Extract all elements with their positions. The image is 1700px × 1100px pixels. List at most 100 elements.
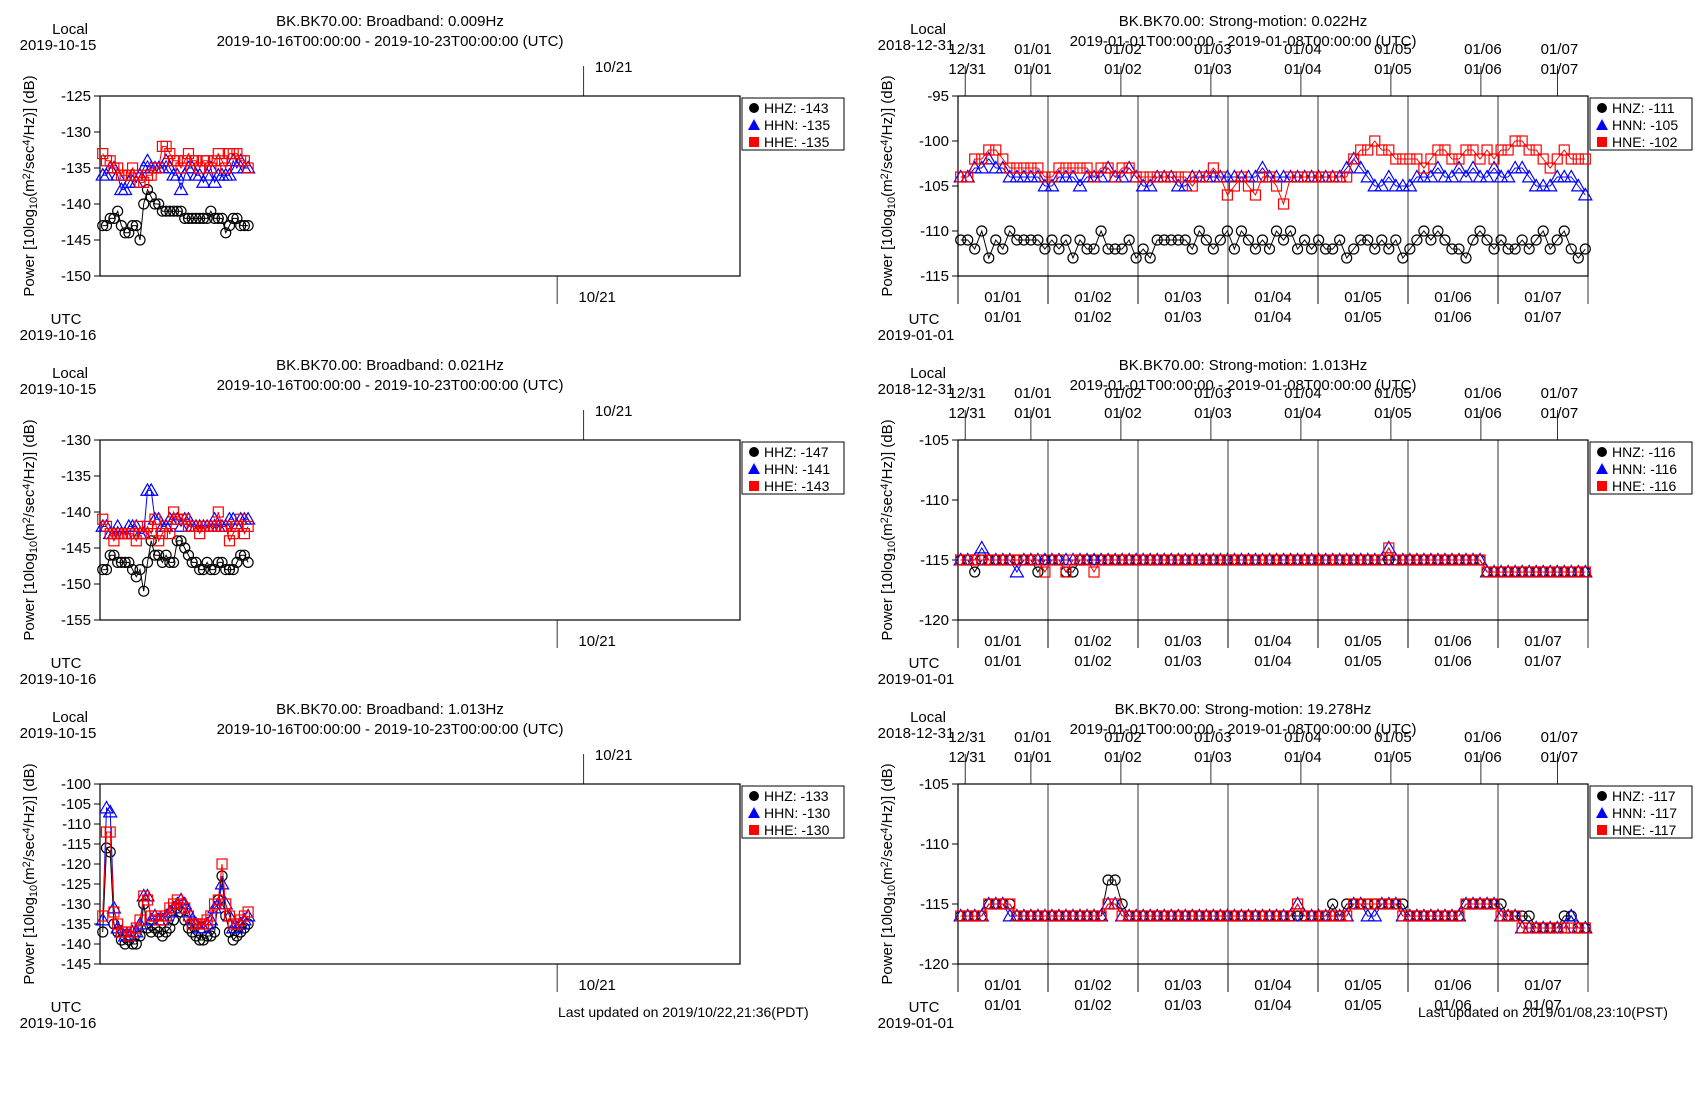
data-point-HNE [1439, 144, 1451, 156]
legend-marker-HNE [1597, 137, 1607, 147]
data-point-HNE [1544, 566, 1556, 578]
data-point-HHN [117, 181, 133, 196]
data-point-HNZ [1572, 252, 1584, 264]
y-tick-label: -140 [61, 504, 91, 521]
local-tick-label: 01/02 [1104, 41, 1142, 58]
data-point-HNZ [1355, 234, 1367, 246]
data-point-HHE [97, 513, 109, 525]
local-label: Local [52, 709, 88, 726]
data-point-HNE [1018, 162, 1030, 174]
data-point-HHN [136, 160, 152, 174]
data-point-HNE [1544, 922, 1556, 934]
data-point-HNE [1481, 566, 1493, 578]
data-point-HNN [1514, 160, 1530, 174]
data-point-HNZ [1151, 234, 1163, 246]
local-tick-label: 10/21 [595, 403, 633, 420]
data-point-HNZ [1502, 243, 1514, 255]
data-point-HNE [1137, 910, 1149, 922]
data-point-HNE [1509, 135, 1521, 147]
legend-marker-HHN [748, 119, 760, 130]
legend-entry-HHZ: HHZ: -147 [764, 444, 829, 460]
data-point-HNN [1535, 178, 1551, 192]
data-point-HNE [1158, 171, 1170, 183]
data-point-HNZ [1411, 234, 1423, 246]
y-tick-label: -105 [919, 178, 949, 195]
y-tick-label: -105 [919, 776, 949, 793]
data-point-HHE [220, 162, 232, 174]
data-point-HNE [1376, 144, 1388, 156]
data-point-HHZ [197, 212, 209, 224]
data-point-HHE [141, 894, 154, 906]
series-line-HNE [960, 547, 1586, 573]
data-point-HNE [1228, 180, 1241, 192]
data-point-HNE [1418, 162, 1430, 174]
data-point-HHE [182, 910, 195, 922]
data-point-HNE [1011, 910, 1023, 922]
legend-marker-HNE [1597, 825, 1607, 835]
data-point-HNE [1011, 554, 1023, 566]
data-point-HNN [1542, 178, 1558, 192]
data-point-HNE [955, 171, 967, 183]
data-point-HHZ [205, 205, 217, 217]
data-point-HHN [102, 804, 118, 818]
plot-frame [99, 439, 741, 621]
data-point-HNE [1537, 566, 1549, 578]
data-point-HHE [242, 906, 254, 918]
data-point-HNZ [1109, 243, 1121, 255]
data-point-HNE [1137, 171, 1149, 183]
local-tick-label: 01/02 [1104, 385, 1142, 402]
data-point-HNN [1009, 564, 1025, 578]
data-point-HNZ [1067, 252, 1079, 264]
data-point-HHZ [126, 938, 139, 950]
data-point-HHE [126, 926, 139, 938]
data-point-HNZ [1102, 874, 1114, 886]
local-tick-label: 01/04 [1284, 385, 1322, 402]
plot-frame [99, 783, 741, 965]
series-HHE [97, 506, 254, 547]
data-point-HNN [1072, 178, 1088, 192]
data-point-HNE [1341, 554, 1353, 566]
data-point-HHZ [134, 234, 146, 246]
local-tick-label: 01/07 [1541, 729, 1579, 746]
data-point-HNE [1256, 171, 1269, 183]
data-point-HNN [1395, 178, 1411, 192]
data-point-HNE [1537, 922, 1549, 934]
data-point-HNE [1032, 910, 1044, 922]
data-point-HHE [242, 520, 254, 533]
utc-tick-label-2: 01/01 [984, 653, 1022, 670]
data-point-HHZ [145, 191, 157, 203]
data-point-HNE [1334, 554, 1346, 566]
legend-entry-HHN: HHN: -135 [764, 117, 830, 133]
data-point-HNN [1402, 178, 1418, 192]
data-point-HHE [220, 898, 232, 910]
data-point-HNN [1065, 169, 1081, 183]
data-point-HHE [238, 155, 250, 167]
utc-date: 2019-01-01 [878, 327, 955, 344]
chart-subtitle: 2019-01-01T00:00:00 - 2019-01-08T00:00:0… [1070, 33, 1417, 50]
data-point-HNZ [1109, 874, 1121, 886]
data-point-HHN [225, 511, 241, 525]
data-point-HNZ [1305, 243, 1318, 255]
legend-entry-HNZ: HNZ: -117 [1612, 788, 1676, 804]
data-point-HNZ [1327, 243, 1339, 255]
data-point-HNE [1060, 162, 1072, 174]
data-point-HNE [1404, 153, 1416, 165]
data-point-HNE [1355, 144, 1367, 156]
y-tick-label: -120 [61, 856, 91, 873]
data-point-HNZ [1193, 225, 1205, 237]
data-point-HNN [1388, 178, 1404, 192]
data-point-HHZ [153, 926, 165, 938]
data-point-HNE [1474, 898, 1486, 910]
data-point-HHZ [190, 556, 202, 569]
data-point-HNE [1144, 554, 1156, 566]
data-point-HNZ [1144, 252, 1156, 264]
data-point-HNZ [1474, 225, 1486, 237]
data-point-HHZ [167, 914, 180, 926]
data-point-HNE [1509, 910, 1521, 922]
utc-tick-label: 01/05 [1344, 633, 1382, 650]
data-point-HNE [1011, 162, 1023, 174]
local-tick-label-2: 01/06 [1464, 61, 1502, 78]
utc-label: UTC [51, 311, 82, 328]
